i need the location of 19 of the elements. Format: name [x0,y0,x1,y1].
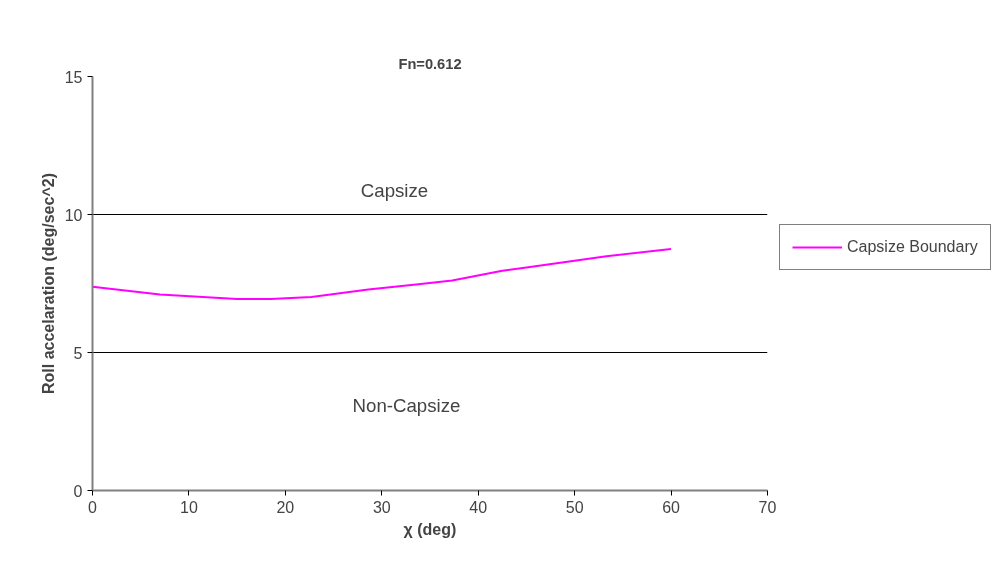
x-axis-title: χ (deg) [403,520,457,538]
x-tick-label: 40 [469,498,488,516]
x-tick-label: 50 [565,498,584,516]
x-tick-label: 70 [758,498,777,516]
x-tick-label: 20 [276,498,295,516]
y-axis-title: Roll accelaration (deg/sec^2) [39,173,57,394]
y-tick-label: 5 [73,344,83,362]
y-tick-label: 15 [64,68,83,86]
annotation: Non-Capsize [352,395,461,416]
line-series [92,248,673,300]
x-tick-label: 30 [372,498,391,516]
x-tick-label: 0 [88,498,98,516]
chart-title: Fn=0.612 [398,55,462,72]
y-tick-label: 10 [64,206,83,224]
x-tick-label: 10 [180,498,198,516]
annotation: Capsize [360,180,429,201]
legend-label: Capsize Boundary [847,238,978,256]
y-tick-label: 0 [73,482,83,500]
x-tick-label: 60 [662,498,681,516]
